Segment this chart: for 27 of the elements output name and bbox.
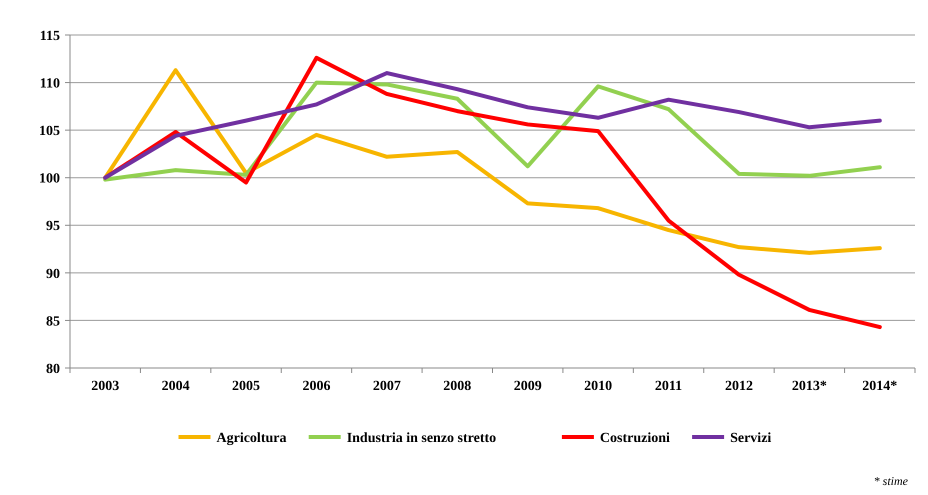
- x-tick-label: 2011: [654, 379, 682, 394]
- legend-label: Servizi: [730, 430, 772, 446]
- x-tick-label: 2004: [162, 379, 190, 394]
- legend-label: Industria in senzo stretto: [346, 430, 496, 446]
- legend-label: Agricoltura: [216, 430, 286, 446]
- text: * stime: [874, 474, 909, 488]
- y-tick-label: 110: [40, 76, 60, 92]
- legend-label: Costruzioni: [600, 430, 670, 446]
- y-tick-label: 105: [39, 124, 60, 140]
- y-tick-label: 90: [46, 266, 60, 282]
- x-tick-label: 2013*: [792, 379, 827, 394]
- y-tick-label: 80: [46, 362, 60, 377]
- y-tick-label: 100: [39, 172, 60, 187]
- x-tick-label: 2010: [584, 379, 612, 394]
- x-tick-label: 2006: [302, 379, 330, 394]
- y-tick-label: 115: [40, 28, 60, 44]
- line-series: [103, 68, 882, 255]
- y-tick-label: 85: [46, 314, 60, 330]
- x-tick-label: 2012: [724, 379, 753, 394]
- x-tick-label: 2005: [232, 379, 260, 394]
- line-series: [103, 56, 882, 330]
- y-tick-label: 95: [46, 219, 60, 234]
- x-tick-label: 2009: [514, 379, 542, 394]
- x-tick-label: 2003: [91, 379, 120, 394]
- x-tick-label: 2007: [372, 379, 401, 394]
- x-tick-label: 2014*: [862, 379, 898, 394]
- x-tick-label: 2008: [443, 379, 472, 394]
